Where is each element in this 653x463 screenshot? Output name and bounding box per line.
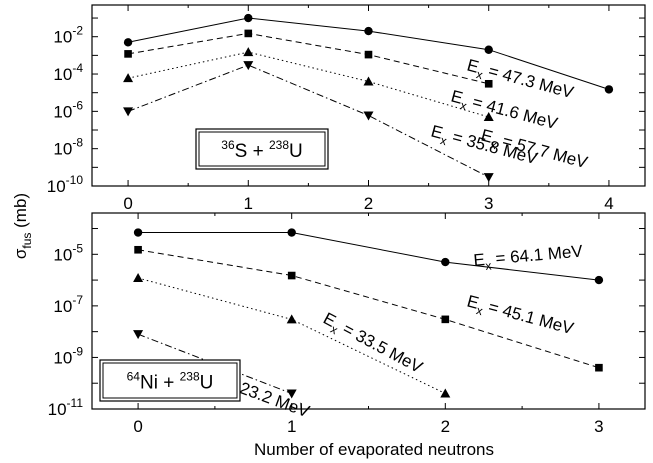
reaction-label: 64Ni + 238U — [127, 370, 214, 394]
data-point — [594, 275, 604, 285]
x-tick-label: 1 — [287, 417, 296, 436]
bottom-panel: 0 1 2 3 10-11 10-9 10-7 10-5 Ex = 64.1 MeV Ex = 4… — [48, 212, 646, 436]
data-point — [243, 47, 254, 57]
y-tick-label: 10-4 — [53, 61, 83, 84]
data-point — [483, 111, 494, 121]
x-axis-label: Number of evaporated neutrons — [254, 440, 494, 459]
data-point — [134, 245, 142, 254]
x-tick-label: 2 — [364, 194, 373, 213]
data-point — [484, 45, 493, 54]
data-point — [364, 50, 373, 59]
series-line — [138, 232, 599, 281]
series-line — [128, 32, 489, 85]
x-tick-label: 3 — [594, 417, 603, 436]
y-tick-label: 10-7 — [53, 293, 83, 316]
data-point — [123, 73, 134, 83]
series-line — [137, 333, 292, 394]
reaction-box-inner — [102, 362, 238, 399]
series-line — [127, 51, 489, 118]
data-point — [133, 228, 143, 237]
x-tick-label: 1 — [244, 194, 253, 213]
data-point — [441, 257, 450, 267]
y-axis-label-symbol: σ — [11, 248, 30, 259]
reaction-box-inner — [198, 131, 326, 167]
x-tick-label: 4 — [604, 194, 613, 213]
data-point — [483, 173, 494, 183]
data-point — [287, 228, 296, 237]
data-point — [133, 273, 144, 283]
reaction-label: 36S + 238U — [221, 138, 302, 162]
data-point — [441, 315, 450, 324]
y-tick-label: 10-11 — [48, 396, 84, 419]
data-point — [286, 314, 297, 324]
y-axis-label-unit: (mb) — [11, 193, 30, 233]
series-label: Ex = 33.5 MeV — [318, 309, 426, 381]
data-point — [286, 389, 297, 399]
data-point — [363, 111, 374, 121]
y-tick-label: 10-10 — [47, 173, 84, 196]
data-point — [123, 38, 133, 47]
reaction-box-outer — [99, 359, 241, 402]
x-tick-label: 0 — [133, 417, 142, 436]
data-point — [363, 76, 374, 86]
series-label: Ex = 45.1 MeV — [464, 292, 576, 343]
y-axis-label: σfus (mb) — [11, 193, 34, 259]
y-tick-label: 10-8 — [53, 136, 83, 159]
data-point — [244, 29, 253, 38]
data-point — [287, 271, 296, 280]
data-point — [243, 61, 254, 71]
x-tick-label: 3 — [484, 194, 493, 213]
data-point — [484, 79, 493, 88]
y-tick-label: 10-6 — [53, 98, 83, 121]
data-point — [124, 50, 132, 58]
data-point — [244, 13, 253, 23]
data-point — [364, 26, 373, 36]
y-axis-label-subscript: fus — [20, 233, 34, 249]
series-line — [127, 64, 489, 178]
reaction-box-outer — [195, 128, 329, 170]
series-line — [138, 249, 600, 369]
series-label: Ex = 64.1 MeV — [473, 241, 585, 274]
x-tick-label: 2 — [441, 417, 450, 436]
y-tick-label: 10-5 — [53, 241, 83, 264]
y-tick-label: 10-9 — [53, 344, 83, 367]
data-point — [133, 330, 144, 340]
data-point — [604, 85, 614, 94]
data-point — [595, 363, 603, 372]
x-tick-label: 0 — [123, 194, 132, 213]
y-tick-label: 10-2 — [53, 24, 83, 47]
data-point — [123, 107, 134, 117]
data-point — [440, 388, 451, 398]
